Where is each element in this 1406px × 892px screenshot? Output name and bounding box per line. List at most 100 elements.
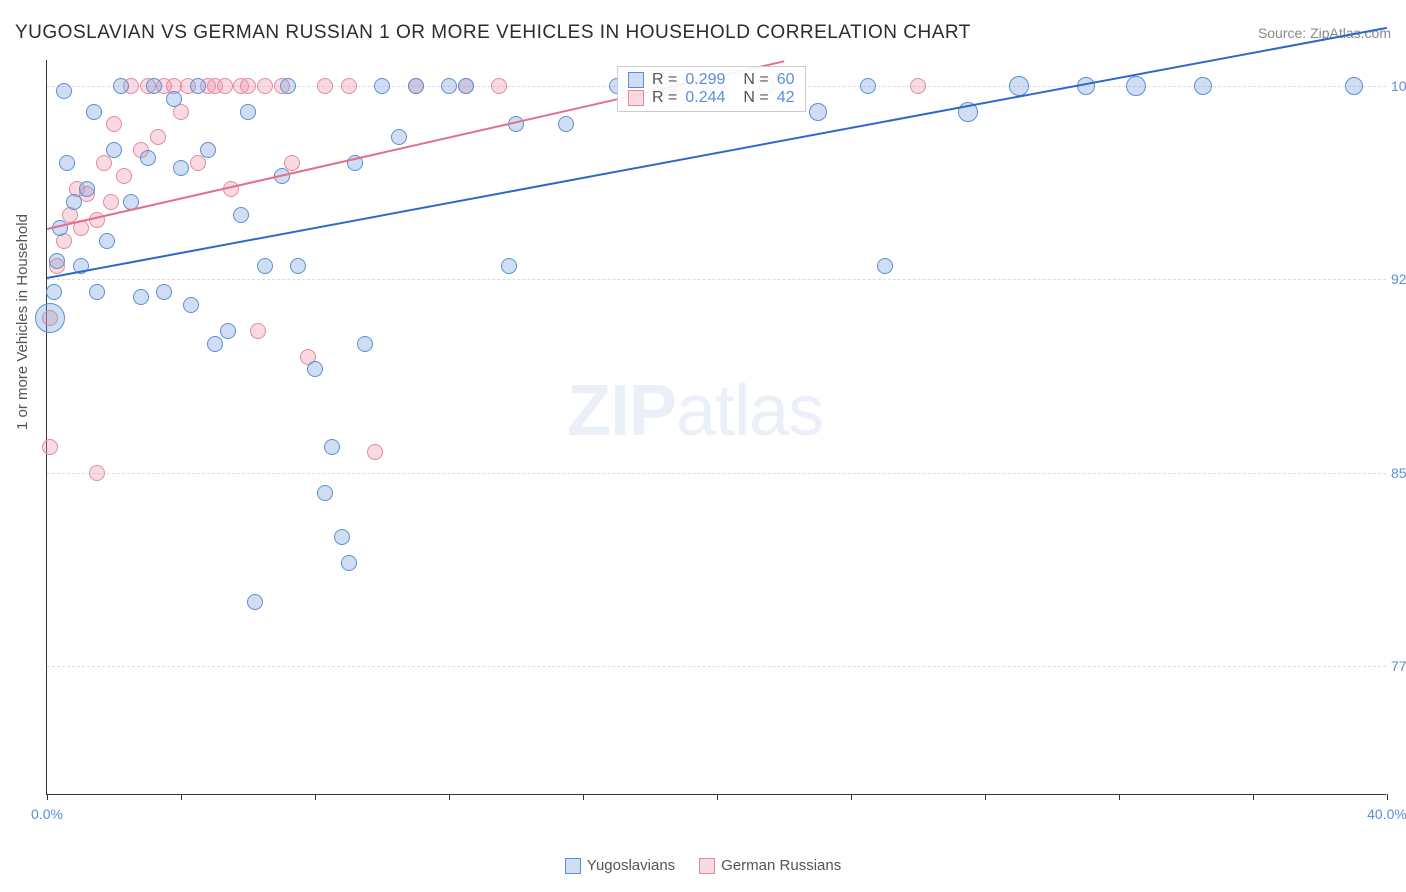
data-point — [133, 289, 149, 305]
data-point — [99, 233, 115, 249]
data-point — [374, 78, 390, 94]
stats-r-value: 0.244 — [685, 89, 725, 107]
x-tick — [315, 794, 316, 800]
data-point — [89, 465, 105, 481]
data-point — [106, 116, 122, 132]
data-point — [1194, 77, 1212, 95]
data-point — [106, 142, 122, 158]
data-point — [317, 78, 333, 94]
legend-swatch — [699, 858, 715, 874]
data-point — [910, 78, 926, 94]
y-tick-label: 92.5% — [1391, 271, 1406, 287]
stats-r-value: 0.299 — [685, 71, 725, 89]
watermark-atlas: atlas — [676, 371, 823, 451]
data-point — [89, 284, 105, 300]
x-tick — [47, 794, 48, 800]
data-point — [257, 78, 273, 94]
x-tick — [583, 794, 584, 800]
data-point — [240, 78, 256, 94]
y-tick-label: 85.0% — [1391, 465, 1406, 481]
legend-swatch — [628, 72, 644, 88]
x-tick-label: 0.0% — [31, 806, 63, 822]
data-point — [103, 194, 119, 210]
data-point — [341, 78, 357, 94]
data-point — [140, 150, 156, 166]
data-point — [809, 103, 827, 121]
trend-line — [47, 26, 1387, 278]
y-tick-label: 100.0% — [1391, 78, 1406, 94]
stats-n-value: 60 — [777, 71, 795, 89]
data-point — [324, 439, 340, 455]
plot-area: ZIPatlas 77.5%85.0%92.5%100.0%0.0%40.0%R… — [46, 60, 1386, 795]
data-point — [42, 439, 58, 455]
data-point — [66, 194, 82, 210]
legend-item: Yugoslavians — [565, 857, 675, 874]
chart-title: YUGOSLAVIAN VS GERMAN RUSSIAN 1 OR MORE … — [15, 22, 971, 44]
data-point — [357, 336, 373, 352]
watermark-zip: ZIP — [567, 371, 676, 451]
data-point — [79, 181, 95, 197]
data-point — [247, 594, 263, 610]
stats-n-label: N = — [743, 89, 768, 107]
data-point — [441, 78, 457, 94]
legend-swatch — [565, 858, 581, 874]
x-tick — [181, 794, 182, 800]
data-point — [1345, 77, 1363, 95]
stats-row: R = 0.244N = 42 — [628, 89, 795, 107]
data-point — [113, 78, 129, 94]
x-tick — [449, 794, 450, 800]
data-point — [46, 284, 62, 300]
data-point — [220, 323, 236, 339]
data-point — [458, 78, 474, 94]
data-point — [183, 297, 199, 313]
y-axis-label: 1 or more Vehicles in Household — [14, 214, 31, 430]
x-tick — [1253, 794, 1254, 800]
stats-r-label: R = — [652, 71, 677, 89]
data-point — [86, 104, 102, 120]
y-tick-label: 77.5% — [1391, 658, 1406, 674]
stats-n-value: 42 — [777, 89, 795, 107]
data-point — [501, 258, 517, 274]
data-point — [116, 168, 132, 184]
x-tick — [1387, 794, 1388, 800]
legend-item: German Russians — [699, 857, 841, 874]
data-point — [217, 78, 233, 94]
data-point — [59, 155, 75, 171]
data-point — [190, 78, 206, 94]
data-point — [207, 336, 223, 352]
legend-bottom: Yugoslavians German Russians — [0, 857, 1406, 874]
legend-label: German Russians — [721, 857, 841, 874]
watermark: ZIPatlas — [567, 370, 823, 452]
stats-n-label: N = — [743, 71, 768, 89]
legend-swatch — [628, 90, 644, 106]
x-tick — [851, 794, 852, 800]
data-point — [96, 155, 112, 171]
data-point — [150, 129, 166, 145]
data-point — [56, 83, 72, 99]
x-tick — [985, 794, 986, 800]
data-point — [1126, 76, 1146, 96]
legend-label: Yugoslavians — [587, 857, 675, 874]
gridline — [47, 666, 1386, 667]
data-point — [391, 129, 407, 145]
data-point — [200, 142, 216, 158]
data-point — [257, 258, 273, 274]
data-point — [233, 207, 249, 223]
x-tick — [717, 794, 718, 800]
data-point — [173, 160, 189, 176]
data-point — [35, 303, 65, 333]
data-point — [558, 116, 574, 132]
chart-header: YUGOSLAVIAN VS GERMAN RUSSIAN 1 OR MORE … — [15, 22, 1391, 44]
data-point — [1009, 76, 1029, 96]
data-point — [334, 529, 350, 545]
data-point — [49, 253, 65, 269]
data-point — [156, 284, 172, 300]
data-point — [317, 485, 333, 501]
x-tick-label: 40.0% — [1367, 806, 1406, 822]
data-point — [290, 258, 306, 274]
gridline — [47, 473, 1386, 474]
data-point — [240, 104, 256, 120]
data-point — [307, 361, 323, 377]
stats-row: R = 0.299 N = 60 — [628, 71, 795, 89]
data-point — [860, 78, 876, 94]
